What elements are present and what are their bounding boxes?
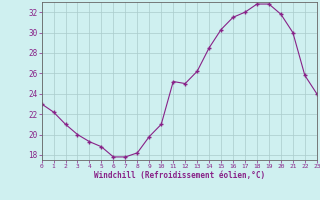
X-axis label: Windchill (Refroidissement éolien,°C): Windchill (Refroidissement éolien,°C) xyxy=(94,171,265,180)
